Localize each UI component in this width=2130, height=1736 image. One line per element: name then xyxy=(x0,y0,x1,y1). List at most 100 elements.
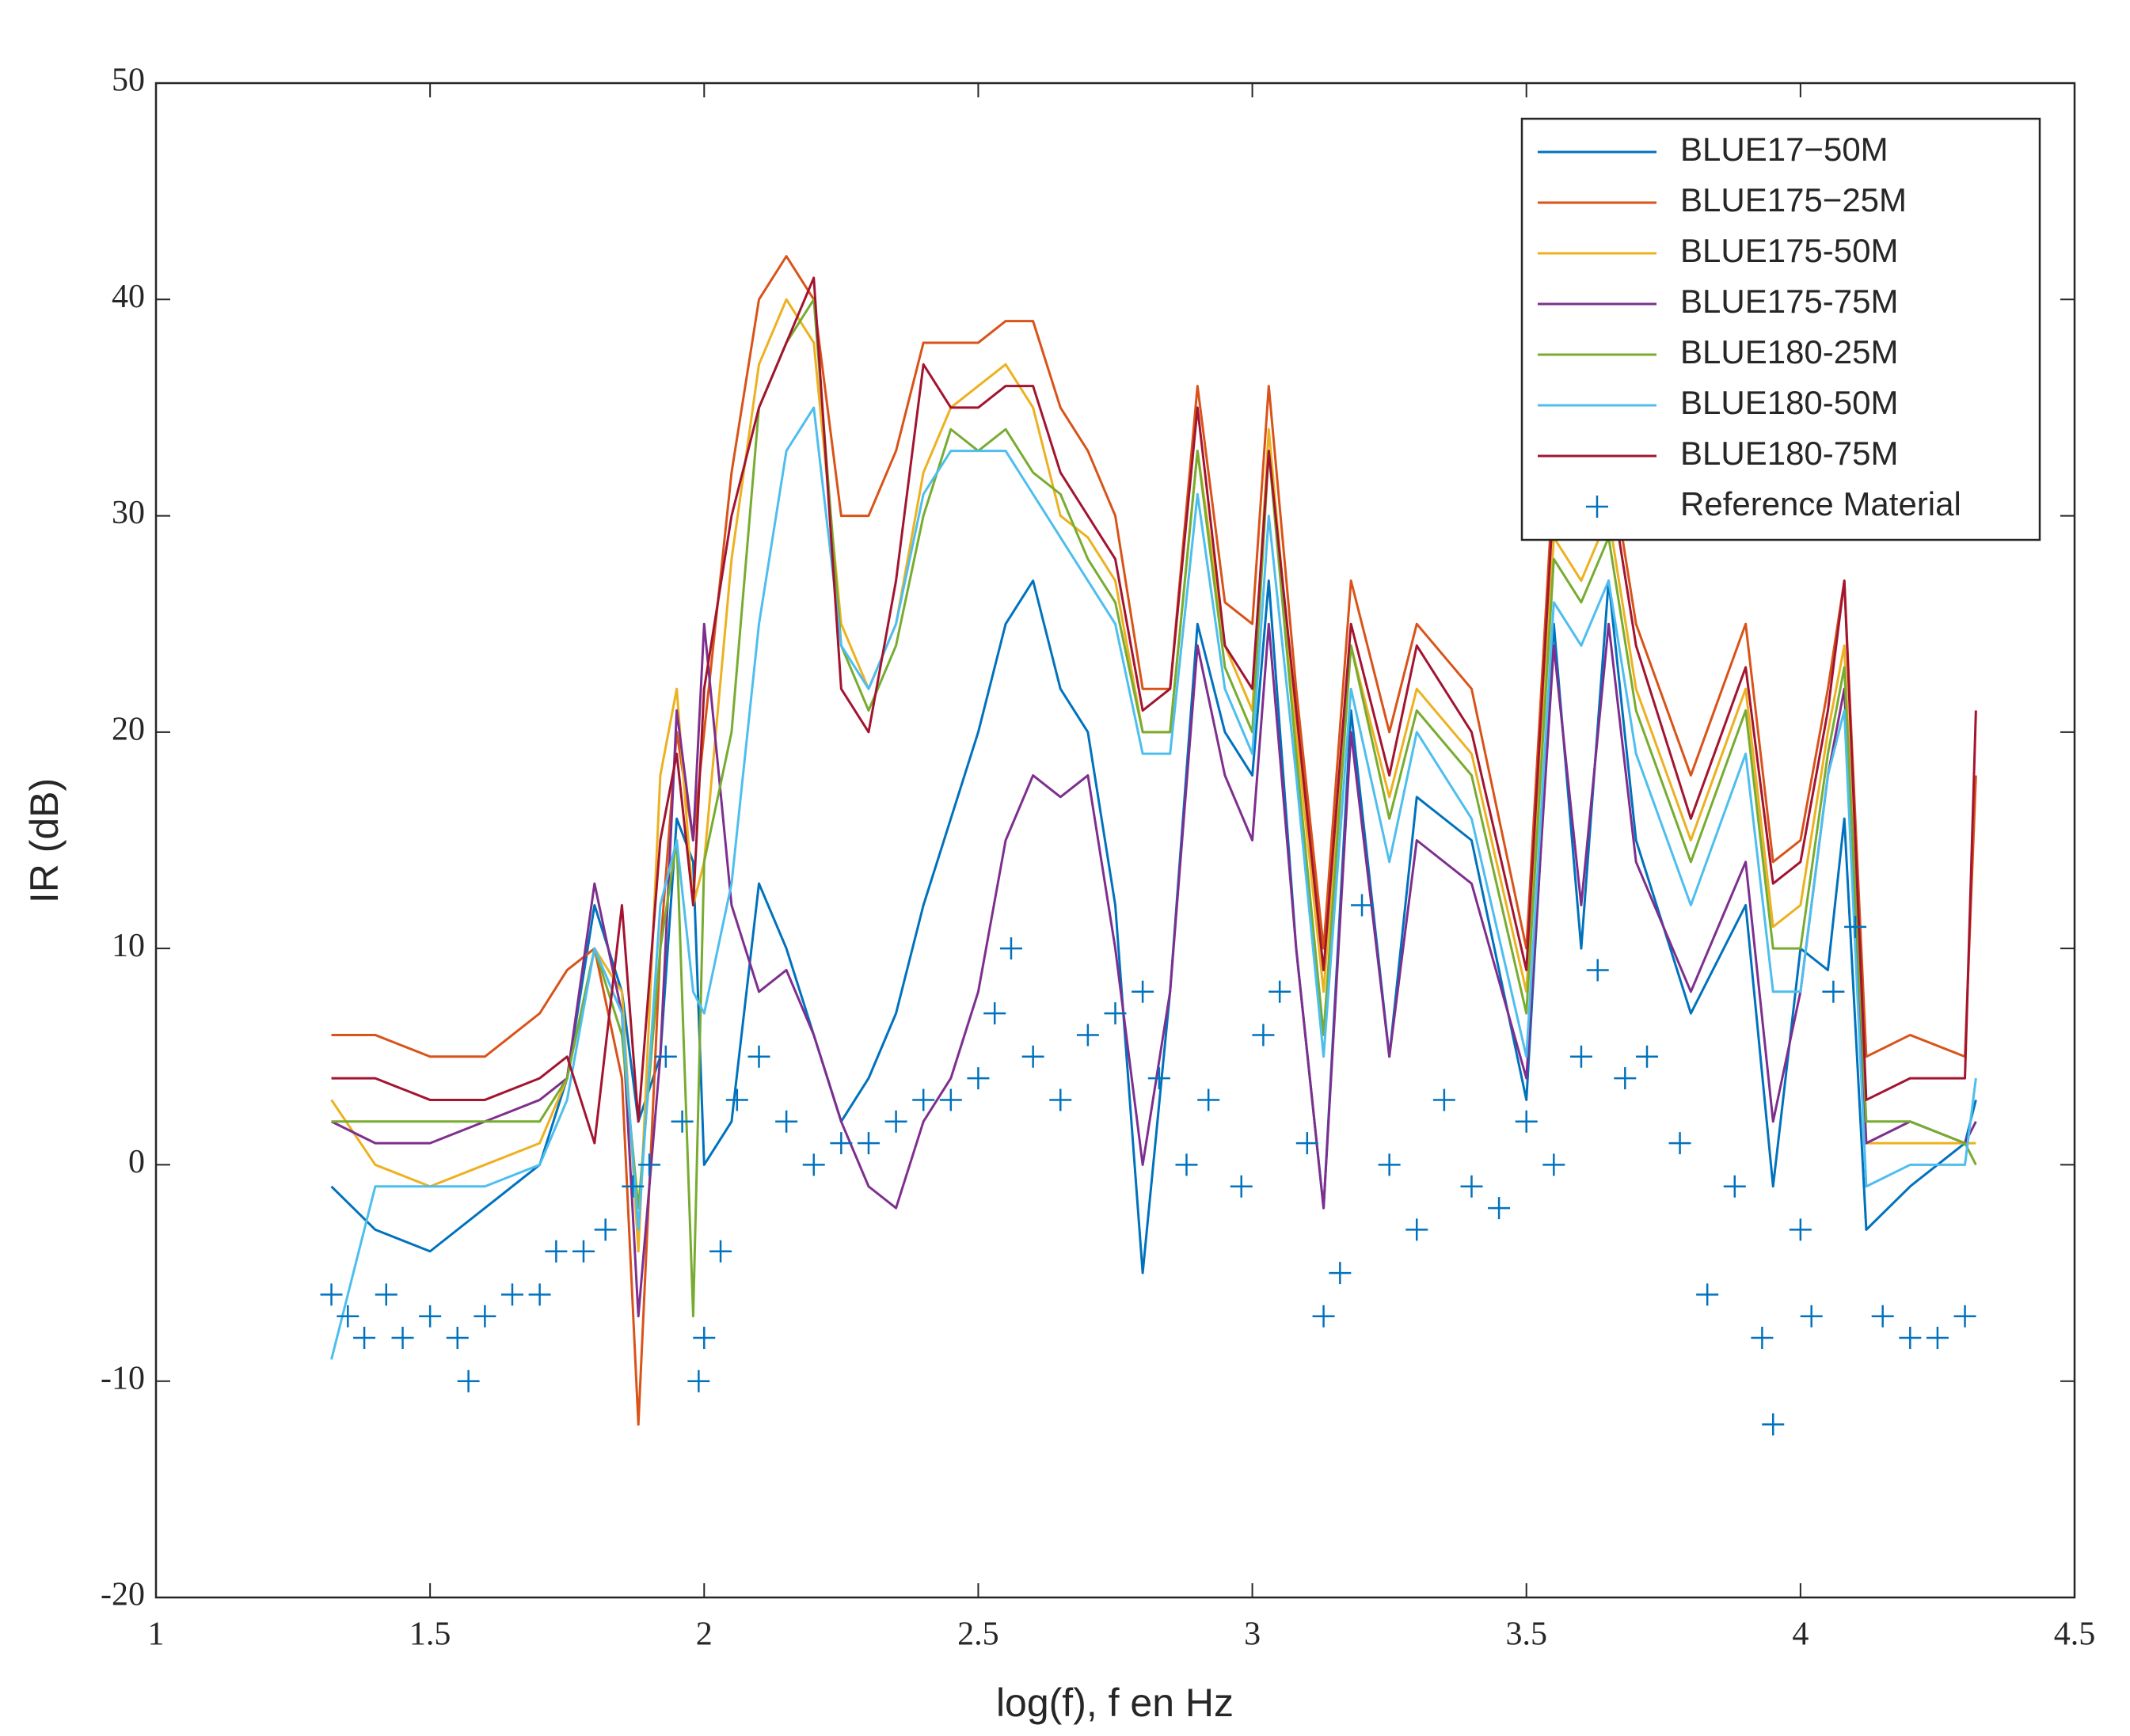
reference-point xyxy=(1312,1305,1335,1328)
reference-point xyxy=(1197,1088,1220,1111)
x-tick-label: 1.5 xyxy=(409,1616,451,1653)
series-line xyxy=(331,298,1977,1318)
series-line xyxy=(330,406,1977,1360)
legend-label: BLUE175-75M xyxy=(1680,283,1898,320)
reference-point xyxy=(1542,1153,1565,1176)
series-line xyxy=(330,298,1976,1253)
reference-point xyxy=(1432,1088,1455,1111)
reference-point xyxy=(419,1305,442,1328)
reference-point xyxy=(884,1110,907,1133)
reference-point xyxy=(693,1327,716,1350)
legend-label: BLUE180-25M xyxy=(1680,333,1898,370)
reference-point xyxy=(654,1045,677,1068)
reference-point xyxy=(500,1283,523,1306)
y-tick-label: 30 xyxy=(112,495,145,531)
y-tick-label: 10 xyxy=(112,928,145,964)
reference-point xyxy=(337,1305,359,1328)
x-tick-label: 2.5 xyxy=(957,1616,999,1653)
legend-label: BLUE17−50M xyxy=(1680,131,1888,168)
reference-point xyxy=(1252,1024,1275,1047)
reference-point xyxy=(1268,980,1291,1003)
reference-point xyxy=(747,1045,770,1068)
x-tick-label: 4.5 xyxy=(2054,1616,2096,1653)
reference-point xyxy=(1515,1110,1538,1133)
reference-point xyxy=(1488,1197,1511,1220)
legend-box xyxy=(1520,117,2041,541)
reference-point xyxy=(1789,1218,1812,1241)
reference-point xyxy=(1569,1045,1592,1068)
reference-point xyxy=(1723,1175,1746,1198)
reference-point xyxy=(1049,1088,1072,1111)
legend-label: BLUE175−25M xyxy=(1680,181,1907,218)
reference-point xyxy=(1104,1002,1127,1025)
reference-point xyxy=(857,1132,880,1155)
reference-point xyxy=(725,1088,748,1111)
reference-point xyxy=(457,1369,480,1392)
reference-point xyxy=(1822,980,1845,1003)
reference-point xyxy=(1844,915,1867,938)
reference-point xyxy=(446,1327,469,1350)
reference-point xyxy=(391,1327,414,1350)
reference-point xyxy=(1696,1283,1719,1306)
reference-point xyxy=(939,1088,962,1111)
reference-point xyxy=(687,1369,710,1392)
y-tick-label: 50 xyxy=(112,63,145,99)
reference-point xyxy=(1953,1305,1976,1328)
reference-point xyxy=(912,1088,935,1111)
series-line xyxy=(331,276,1977,1145)
x-tick-label: 1 xyxy=(148,1616,165,1653)
reference-point xyxy=(1175,1153,1198,1176)
reference-point xyxy=(1636,1045,1659,1068)
reference-point xyxy=(1147,1067,1170,1090)
y-tick-label: 20 xyxy=(112,711,145,747)
reference-point xyxy=(1926,1327,1949,1350)
reference-point xyxy=(622,1175,645,1198)
x-axis-label: log(f), f en Hz xyxy=(996,1681,1234,1725)
y-tick-label: 0 xyxy=(128,1144,145,1180)
legend-label: BLUE180-50M xyxy=(1680,384,1898,421)
reference-point xyxy=(1460,1175,1483,1198)
reference-point xyxy=(983,1002,1006,1025)
reference-point xyxy=(1762,1413,1785,1436)
reference-point xyxy=(802,1153,825,1176)
legend-label: BLUE175-50M xyxy=(1680,232,1898,269)
reference-point xyxy=(1021,1045,1044,1068)
reference-point xyxy=(474,1305,496,1328)
reference-point xyxy=(830,1132,853,1155)
reference-point xyxy=(320,1283,343,1306)
reference-point xyxy=(1871,1305,1894,1328)
reference-point xyxy=(594,1218,617,1241)
reference-point xyxy=(709,1240,732,1263)
x-tick-label: 4 xyxy=(1792,1616,1809,1653)
x-tick-label: 3 xyxy=(1244,1616,1261,1653)
reference-point xyxy=(1614,1067,1637,1090)
y-tick-label: -20 xyxy=(101,1577,145,1613)
reference-point xyxy=(999,937,1022,960)
reference-point xyxy=(1800,1305,1823,1328)
reference-point xyxy=(1751,1327,1774,1350)
y-tick-label: 40 xyxy=(112,279,145,315)
reference-point xyxy=(545,1240,568,1263)
reference-point xyxy=(775,1110,798,1133)
reference-point xyxy=(1668,1132,1691,1155)
x-tick-label: 3.5 xyxy=(1505,1616,1547,1653)
reference-point xyxy=(1132,980,1154,1003)
reference-point xyxy=(1899,1327,1922,1350)
reference-point xyxy=(572,1240,595,1263)
reference-point xyxy=(1378,1153,1401,1176)
legend-label: Reference Material xyxy=(1680,485,1961,522)
legend-marker xyxy=(1586,496,1608,518)
reference-point xyxy=(1295,1132,1318,1155)
plot-frame xyxy=(154,82,2076,1599)
legend-label: BLUE180-75M xyxy=(1680,435,1898,472)
reference-point xyxy=(1405,1218,1428,1241)
reference-point xyxy=(638,1153,661,1176)
reference-point xyxy=(1351,894,1374,917)
reference-point xyxy=(375,1283,397,1306)
reference-point xyxy=(1586,959,1609,982)
x-tick-label: 2 xyxy=(696,1616,713,1653)
reference-point xyxy=(1076,1024,1099,1047)
reference-point xyxy=(353,1327,376,1350)
reference-point xyxy=(1329,1262,1352,1285)
